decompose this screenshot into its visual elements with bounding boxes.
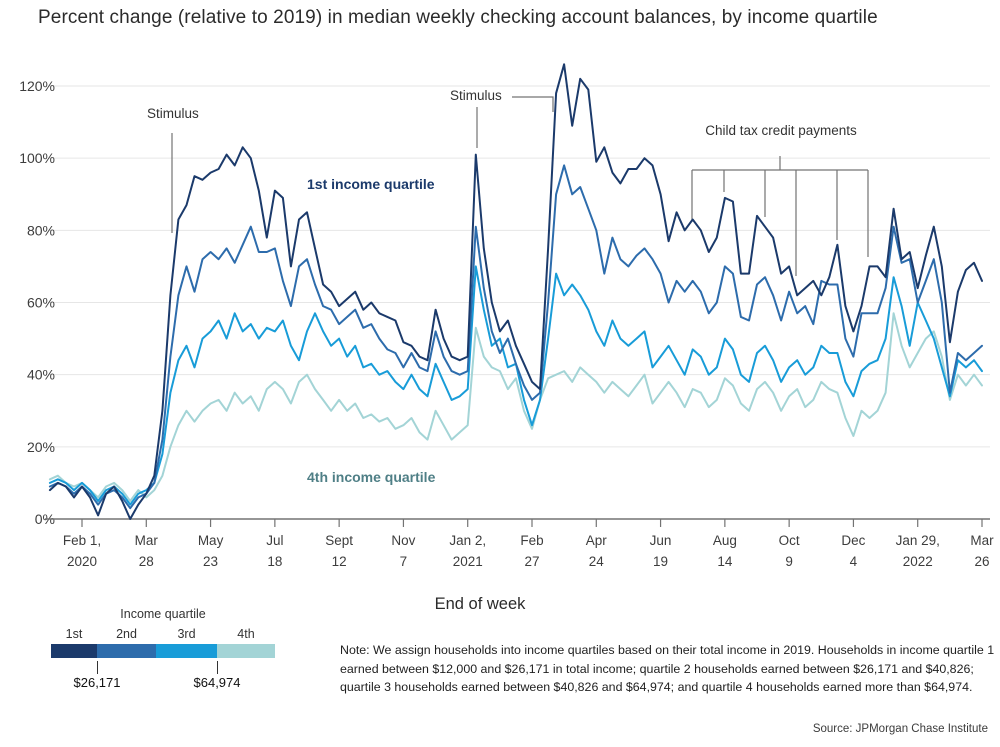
x-axis-title: End of week — [434, 595, 526, 613]
series-line-4th — [48, 312, 983, 502]
x-tick-label: Feb — [520, 533, 543, 548]
x-tick-label: 9 — [785, 554, 793, 569]
y-tick-label-0: 0% — [35, 511, 55, 527]
series-line-1st — [48, 63, 983, 520]
x-tick-label: 27 — [524, 554, 539, 569]
y-tick-label-60: 60% — [27, 295, 55, 311]
x-tick-label: Apr — [586, 533, 608, 548]
y-tick-label-80: 80% — [27, 222, 55, 238]
legend-title: Income quartile — [120, 607, 206, 621]
legend-labels: 1st 2nd 3rd 4th — [51, 627, 275, 641]
callout-stimulus-2b — [512, 96, 554, 112]
x-tick-label: Dec — [841, 533, 865, 548]
x-tick-label: Mar — [135, 533, 159, 548]
x-tick-label: 23 — [203, 554, 218, 569]
x-tick-label: Jun — [650, 533, 672, 548]
y-tick-label-120: 120% — [19, 78, 55, 94]
x-tick-label: Jul — [266, 533, 283, 548]
source-credit: Source: JPMorgan Chase Institute — [812, 723, 988, 735]
legend-swatch-2nd — [97, 644, 156, 658]
x-tick-label: 19 — [653, 554, 668, 569]
callout-child-tax-credit — [691, 156, 869, 276]
y-tick-label-40: 40% — [27, 367, 55, 383]
x-tick-label: 7 — [400, 554, 408, 569]
x-tick-label: Sept — [325, 533, 353, 548]
x-tick-label: Jan 2, — [449, 533, 486, 548]
x-tick-label: 28 — [139, 554, 154, 569]
series-line-2nd — [48, 164, 983, 510]
x-tick-label: 4 — [850, 554, 858, 569]
legend: Income quartile 1st 2nd 3rd 4th $26,171 $64… — [51, 607, 275, 690]
annotation-stimulus-1: Stimulus — [147, 106, 199, 121]
annotation-stimulus-2: Stimulus — [450, 88, 502, 103]
annotation-child-tax-credit: Child tax credit payments — [705, 123, 857, 138]
x-tick-label: 2022 — [903, 554, 933, 569]
x-tick-label: Aug — [713, 533, 737, 548]
legend-label-2nd: 2nd — [116, 627, 137, 641]
legend-value-64974: $64,974 — [193, 675, 241, 690]
legend-swatch-4th — [217, 644, 275, 658]
chart-title: Percent change (relative to 2019) in med… — [38, 7, 878, 28]
y-tick-label-20: 20% — [27, 439, 55, 455]
legend-value-26171: $26,171 — [73, 675, 121, 690]
y-tick-label-100: 100% — [19, 150, 55, 166]
legend-tick-26171 — [97, 661, 98, 674]
x-tick-label: May — [198, 533, 224, 548]
legend-label-3rd: 3rd — [177, 627, 196, 641]
x-tick-label: Nov — [391, 533, 415, 548]
legend-tick-64974 — [217, 661, 218, 674]
legend-color-bar — [51, 644, 275, 658]
series-label-4th-quartile: 4th income quartile — [307, 469, 436, 485]
x-tick-label: 2021 — [453, 554, 483, 569]
legend-swatch-3rd — [156, 644, 217, 658]
x-tick-label: 18 — [267, 554, 282, 569]
legend-label-4th: 4th — [237, 627, 255, 641]
footnote: Note: We assign households into income q… — [340, 643, 995, 695]
x-tick-label: 12 — [332, 554, 347, 569]
x-tick-label: Feb 1, — [63, 533, 101, 548]
x-tick-label: Mar — [970, 533, 994, 548]
x-tick-label: 14 — [717, 554, 733, 569]
x-tick-label: Jan 29, — [896, 533, 940, 548]
x-tick-label: 26 — [974, 554, 989, 569]
x-tick-label: Oct — [779, 533, 800, 548]
series-label-1st-quartile: 1st income quartile — [307, 176, 435, 192]
legend-label-1st: 1st — [65, 627, 83, 641]
x-tick-label: 2020 — [67, 554, 97, 569]
legend-swatch-1st — [51, 644, 97, 658]
x-tick-label: 24 — [589, 554, 605, 569]
